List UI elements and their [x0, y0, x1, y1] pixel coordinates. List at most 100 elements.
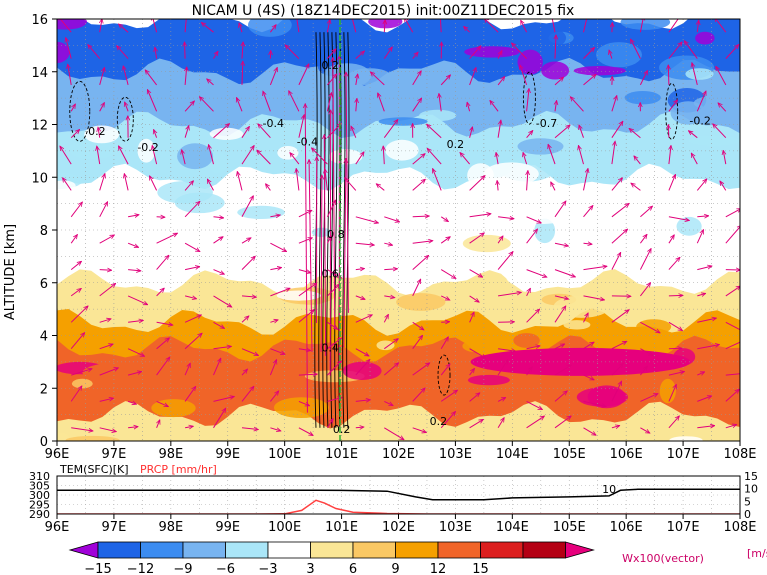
wind-vector: [490, 100, 499, 112]
wind-vector: [668, 65, 669, 85]
wind-vector: [152, 19, 158, 33]
wind-vector: [611, 340, 627, 350]
surface-x-tick-label: 98E: [158, 520, 183, 535]
wind-vector: [497, 360, 508, 376]
wind-vector: [384, 339, 398, 350]
wind-vector: [70, 235, 77, 244]
wind-vector: [498, 348, 516, 352]
texture-patch: [467, 374, 510, 386]
wind-vector: [526, 346, 541, 350]
surface-x-tick-label: 104E: [496, 520, 529, 535]
wind-vector: [184, 101, 194, 112]
wind-vector: [498, 217, 514, 219]
wind-vector: [66, 38, 72, 59]
wind-vector: [127, 242, 139, 247]
wind-vector: [298, 115, 304, 138]
wind-vector: [355, 269, 365, 270]
texture-patch: [659, 378, 676, 404]
wind-vector: [611, 310, 629, 323]
wind-vector: [209, 145, 214, 165]
texture-patch: [534, 218, 556, 244]
wind-vector: [611, 96, 617, 112]
wind-vector: [691, 153, 698, 165]
wind-vector: [583, 342, 595, 350]
wind-vector: [99, 427, 117, 432]
wind-vector: [668, 216, 690, 221]
wind-vector: [149, 176, 158, 191]
wind-vector: [640, 206, 652, 218]
wind-vector: [70, 202, 82, 218]
wind-vector: [611, 121, 623, 138]
wind-vector: [156, 357, 170, 376]
wind-vector: [355, 427, 364, 428]
contour-label: 0.2: [333, 423, 351, 436]
wind-vector: [696, 91, 706, 112]
wind-vector: [668, 174, 676, 191]
y-tick-label: 14: [31, 66, 48, 81]
wind-vector: [520, 20, 528, 33]
wind-vector: [554, 201, 566, 218]
surface-x-tick-label: 103E: [439, 520, 472, 535]
wind-vector: [241, 238, 251, 244]
y-tick-label: 8: [40, 224, 48, 239]
wind-vector: [128, 270, 141, 271]
texture-patch: [704, 196, 733, 209]
wind-vector: [512, 43, 527, 59]
wind-vector: [715, 19, 727, 33]
wind-vector: [384, 400, 393, 407]
wind-vector: [384, 427, 404, 440]
wind-vector: [684, 41, 698, 59]
wind-vector: [384, 243, 392, 245]
wind-vector: [155, 47, 157, 59]
wind-vector: [469, 348, 486, 358]
wind-vector: [469, 419, 484, 429]
wind-vector: [128, 215, 139, 217]
texture-patch: [84, 125, 120, 144]
texture-patch: [209, 127, 244, 140]
x-tick-label: 96E: [45, 447, 70, 462]
wind-vector: [583, 19, 588, 33]
wind-vector: [469, 214, 491, 218]
chart-title: NICAM U (4S) (18Z14DEC2015) init:00Z11DE…: [192, 3, 575, 19]
texture-patch: [462, 340, 490, 353]
wind-vector: [185, 67, 187, 85]
wind-vector: [99, 235, 115, 244]
x-tick-label: 98E: [158, 447, 183, 462]
wind-vector: [469, 233, 485, 244]
wind-vector: [99, 398, 114, 402]
wind-vector: [526, 367, 533, 376]
wind-vector: [412, 363, 430, 376]
surface-right-tick-label: 5: [744, 495, 751, 508]
colorbar-tick-label: −9: [173, 562, 192, 575]
wind-vector: [496, 152, 498, 165]
wind-vector: [469, 295, 480, 302]
surface-x-tick-label: 105E: [553, 520, 586, 535]
wind-vector: [270, 268, 281, 270]
wind-vector: [470, 127, 473, 138]
wind-vector: [355, 295, 365, 300]
wind-vector: [440, 237, 450, 244]
texture-patch: [137, 138, 156, 163]
wind-vector: [427, 148, 442, 165]
wind-vector: [213, 408, 226, 429]
surface-x-tick-label: 99E: [215, 520, 240, 535]
wind-vector: [351, 126, 357, 138]
contour-label: -0.4: [263, 117, 284, 130]
colorbar-tick-label: −3: [258, 562, 277, 575]
wind-vector: [237, 98, 243, 112]
surface-left-tick-label: 290: [29, 508, 50, 521]
wind-vector: [269, 360, 276, 376]
texture-patch: [620, 19, 671, 30]
wind-vector: [697, 318, 716, 323]
wind-vector: [412, 216, 430, 217]
x-tick-label: 104E: [496, 447, 529, 462]
wind-vector: [554, 391, 567, 402]
wind-vector: [412, 154, 425, 165]
wind-vector: [127, 401, 136, 404]
x-tick-label: 107E: [667, 447, 700, 462]
surface-x-tick-label: 106E: [610, 520, 643, 535]
wind-vector: [241, 316, 249, 323]
colorbar-unit: [m/s]: [747, 547, 767, 560]
colorbar-box: [352, 541, 396, 559]
wind-vector: [123, 66, 129, 86]
